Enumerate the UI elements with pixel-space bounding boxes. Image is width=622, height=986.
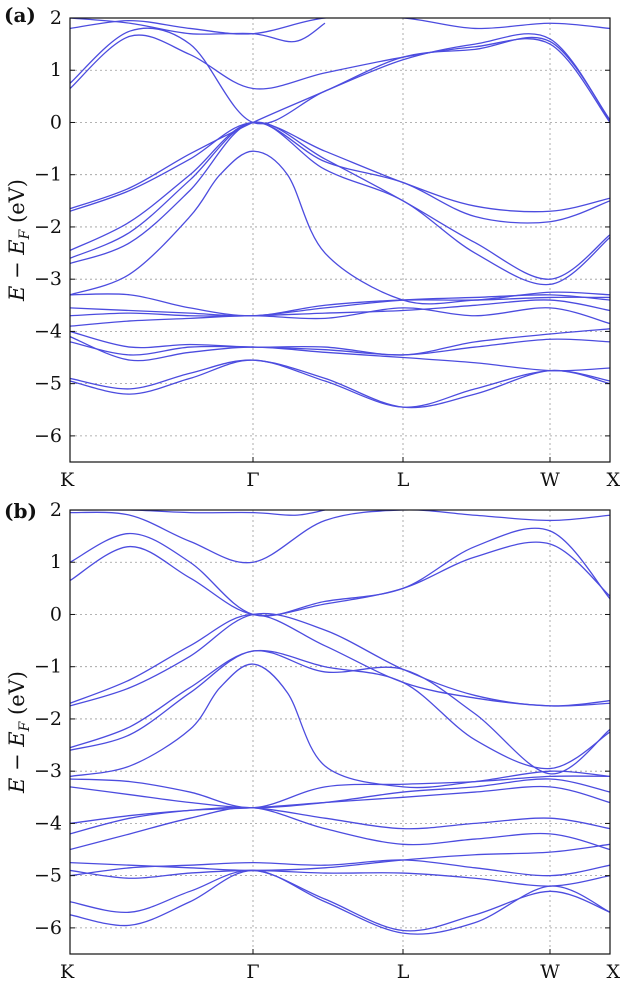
panel-a-y-tick-label: 0	[50, 111, 62, 133]
panel-b-y-tick-label: −6	[34, 917, 62, 939]
panel-b-x-tick-label: K	[60, 961, 75, 983]
panel-a-y-tick-label: 1	[50, 59, 62, 81]
panel-a-y-tick-label: −1	[34, 164, 62, 186]
panel-a-y-tick-label: −2	[34, 216, 62, 238]
panel-b-band-line-13	[70, 649, 610, 770]
panel-a-x-tick-label: W	[540, 469, 560, 491]
panel-a-y-tick-label: −6	[34, 425, 62, 447]
panel-a-label: (a)	[4, 3, 36, 27]
panel-b-y-tick-label: −3	[34, 760, 62, 782]
panel-a-band-line-11	[70, 121, 610, 286]
panel-b-y-tick-label: 2	[50, 499, 62, 521]
panel-a-x-tick-label: K	[60, 469, 75, 491]
panel-a-y-tick-label: −5	[34, 373, 62, 395]
panel-b: (b) E − EF (eV) 2 1 0 −1 −2 −3 −4 −5 −6 K Γ L W X	[4, 499, 620, 983]
panel-b-band-line-11	[70, 663, 610, 789]
panel-a: (a) E − EF (eV) 2 1 0 −1 −2 −3 −4 −5 −6 K Γ L W X	[4, 3, 620, 491]
panel-b-band-line-9	[70, 778, 610, 809]
panel-a-band-line-16	[70, 34, 610, 123]
panel-b-y-tick-label: −2	[34, 708, 62, 730]
panel-b-bands	[70, 510, 610, 935]
panel-b-band-line-19	[70, 510, 326, 516]
panel-b-band-line-3	[70, 869, 610, 887]
panel-b-band-line-1	[70, 869, 610, 935]
panel-a-band-line-3	[70, 336, 610, 372]
panel-a-x-tick-label: L	[397, 469, 410, 491]
panel-b-band-line-6	[70, 806, 610, 851]
panel-b-x-tick-label: L	[397, 961, 410, 983]
panel-b-y-tick-label: −1	[34, 656, 62, 678]
panel-a-band-line-10	[70, 150, 610, 305]
panel-a-grid	[70, 18, 610, 462]
panel-b-band-line-7	[70, 806, 610, 835]
panel-b-band-line-5	[70, 843, 610, 872]
panel-b-label: (b)	[4, 499, 37, 523]
panel-a-band-line-7	[70, 299, 610, 317]
panel-a-y-tick-label: −3	[34, 268, 62, 290]
panel-a-band-line-9	[70, 293, 610, 317]
panel-b-y-tick-label: −4	[34, 812, 62, 834]
panel-a-band-line-1	[70, 359, 610, 409]
panel-a-band-line-15	[70, 36, 610, 210]
panel-a-ticks: 2 1 0 −1 −2 −3 −4 −5 −6 K Γ L W X	[34, 7, 620, 491]
panel-b-grid	[70, 510, 610, 954]
panel-a-y-axis-title: E − EF (eV)	[5, 179, 33, 302]
panel-b-y-axis-title: E − EF (eV)	[5, 671, 33, 794]
panel-a-plot-frame	[69, 17, 611, 463]
panel-b-y-tick-label: −5	[34, 865, 62, 887]
panel-b-plot-frame	[69, 509, 611, 955]
panel-a-band-line-13	[70, 121, 610, 252]
panel-a-x-tick-label: X	[606, 469, 620, 491]
panel-b-band-line-15	[70, 613, 610, 707]
panel-b-y-tick-label: 1	[50, 551, 62, 573]
panel-b-x-tick-label: W	[540, 961, 560, 983]
panel-a-x-tick-label: Γ	[246, 469, 259, 491]
panel-a-band-line-2	[70, 359, 610, 408]
panel-b-band-line-8	[70, 785, 610, 825]
panel-a-band-line-19	[70, 18, 326, 43]
panel-b-band-line-16	[70, 541, 610, 617]
panel-b-ticks: 2 1 0 −1 −2 −3 −4 −5 −6 K Γ L W X	[34, 499, 620, 983]
panel-a-band-line-6	[70, 307, 610, 327]
panel-b-band-line-14	[70, 612, 610, 707]
panel-a-band-line-5	[70, 328, 610, 356]
panel-a-band-line-8	[70, 294, 610, 317]
panel-a-band-line-18	[70, 18, 610, 35]
panel-b-band-line-2	[70, 869, 610, 932]
panel-a-band-line-17	[70, 27, 610, 125]
panel-a-band-line-4	[70, 338, 610, 356]
panel-b-x-tick-label: X	[606, 961, 620, 983]
panel-a-y-tick-label: 2	[50, 7, 62, 29]
panel-b-band-line-17	[70, 527, 610, 617]
panel-b-y-tick-label: 0	[50, 603, 62, 625]
panel-b-band-line-18	[70, 510, 610, 564]
panel-a-y-tick-label: −4	[34, 320, 62, 342]
panel-b-band-line-10	[70, 775, 610, 809]
panel-a-band-line-14	[70, 121, 610, 213]
panel-a-band-line-12	[70, 121, 610, 280]
panel-a-bands	[70, 18, 610, 409]
panel-b-x-tick-label: Γ	[246, 961, 259, 983]
